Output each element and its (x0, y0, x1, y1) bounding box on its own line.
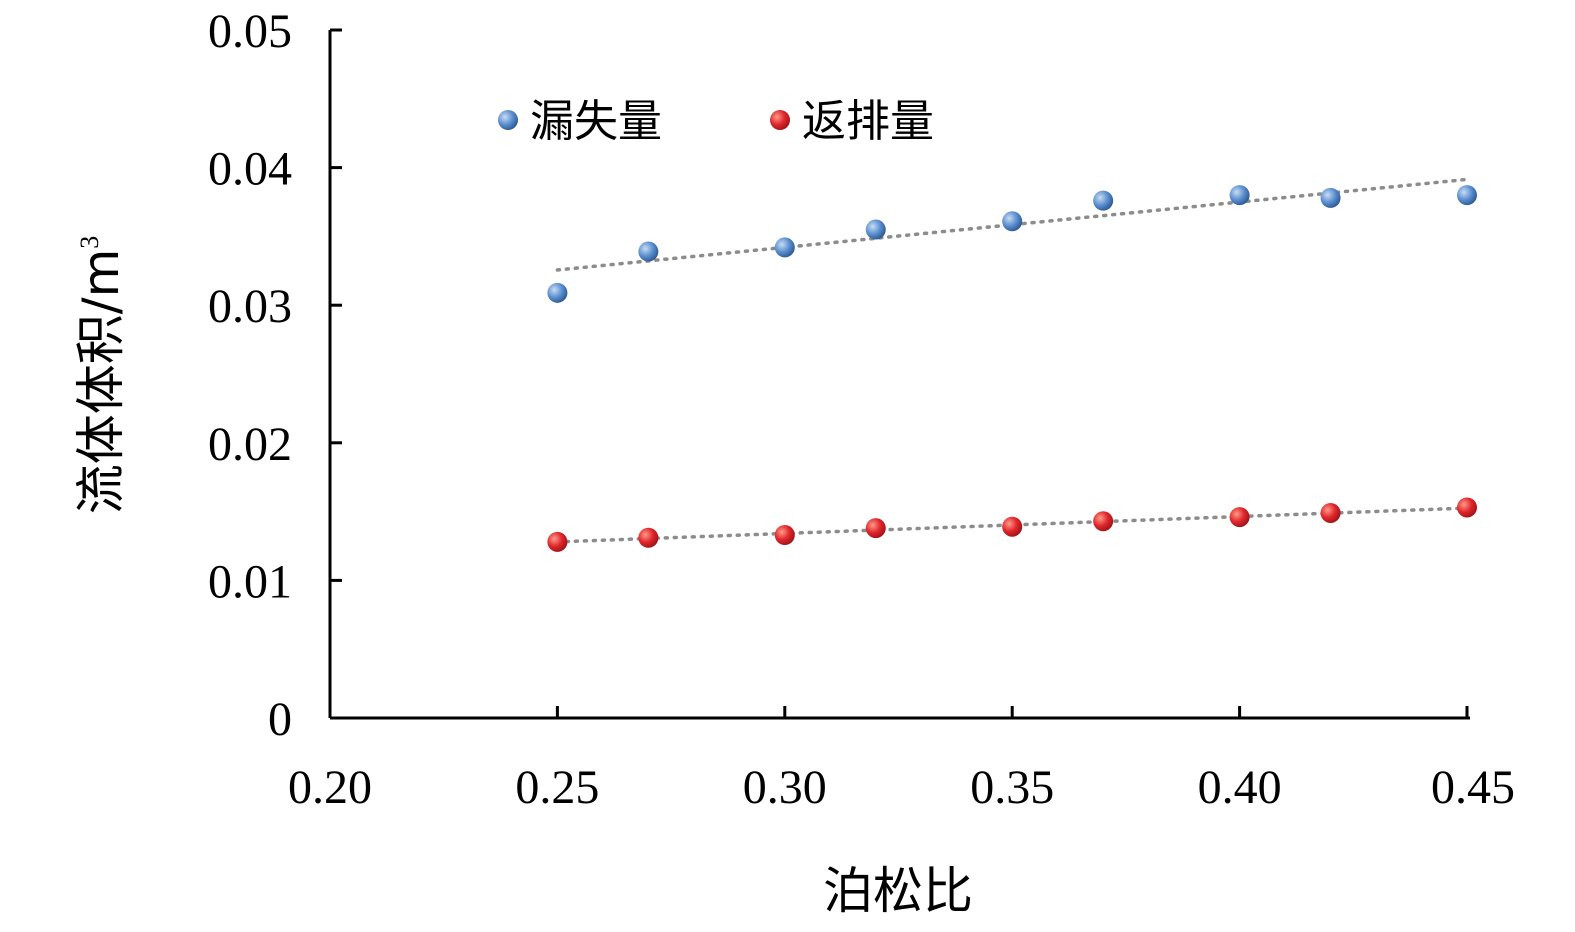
data-point-series-0 (1320, 187, 1341, 208)
data-point-series-1 (1320, 502, 1341, 523)
x-ticks: 0.20 0.25 0.30 0.35 0.40 0.45 (288, 706, 1515, 814)
axes (328, 30, 1470, 720)
legend-marker-leakage (498, 110, 518, 130)
y-axis-title-group: 流体体积/m3 (72, 236, 130, 515)
legend-marker-flowback (770, 110, 790, 130)
x-tick-label: 0.20 (288, 761, 372, 814)
legend-item-flowback: 返排量 (770, 96, 934, 147)
data-point-series-1 (1093, 511, 1114, 532)
x-tick-label: 0.35 (970, 761, 1054, 814)
x-tick-label: 0.25 (515, 761, 599, 814)
data-point-series-1 (638, 527, 659, 548)
data-point-series-1 (1229, 507, 1250, 528)
data-point-series-1 (865, 518, 886, 539)
data-point-series-0 (547, 282, 568, 303)
data-point-series-0 (1457, 185, 1477, 206)
y-tick-label: 0.05 (208, 5, 292, 58)
y-tick-label: 0 (268, 693, 292, 746)
legend-label-flowback: 返排量 (802, 96, 934, 147)
data-point-series-0 (638, 241, 659, 262)
data-point-series-0 (1093, 190, 1114, 211)
y-tick-label: 0.01 (208, 555, 292, 608)
x-tick-label: 0.45 (1431, 761, 1515, 814)
data-point-series-1 (1002, 516, 1023, 537)
x-tick-label: 0.40 (1198, 761, 1282, 814)
data-point-series-0 (1229, 185, 1250, 206)
data-point-series-1 (547, 531, 568, 552)
x-axis-title: 泊松比 (823, 862, 973, 920)
legend-label-leakage: 漏失量 (530, 96, 662, 147)
svg-text:流体体积/m3: 流体体积/m3 (72, 236, 130, 515)
data-points (547, 185, 1477, 552)
data-point-series-1 (774, 524, 795, 545)
trendline-series-0 (555, 177, 1469, 272)
trendline-series-1 (555, 506, 1469, 544)
legend-item-leakage: 漏失量 (498, 96, 662, 147)
data-point-series-0 (774, 237, 795, 258)
data-point-series-0 (1002, 211, 1023, 232)
data-point-series-1 (1457, 497, 1477, 518)
y-axis-title-superscript: 3 (75, 236, 104, 249)
y-axis-title: 流体体积/m (72, 249, 130, 515)
x-tick-label: 0.30 (743, 761, 827, 814)
y-tick-label: 0.02 (208, 418, 292, 471)
y-ticks: 0 0.01 0.02 0.03 0.04 0.05 (208, 5, 342, 746)
y-tick-label: 0.03 (208, 280, 292, 333)
trendlines (555, 177, 1469, 544)
data-point-series-0 (865, 219, 886, 240)
legend: 漏失量 返排量 (498, 96, 934, 147)
y-tick-label: 0.04 (208, 143, 292, 196)
